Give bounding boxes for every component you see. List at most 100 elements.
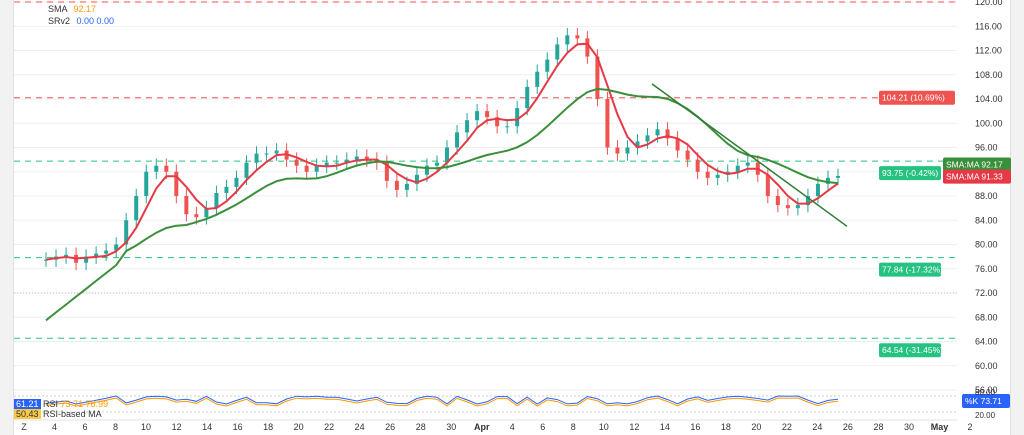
candle-body[interactable] <box>785 205 790 209</box>
legend-srv2-values: 0.00 0.00 <box>76 16 115 26</box>
candle-body[interactable] <box>174 171 179 196</box>
osc-level-label: 80.00 <box>975 388 996 397</box>
candle-body[interactable] <box>234 177 239 187</box>
candle-body[interactable] <box>685 150 690 160</box>
candle-body[interactable] <box>735 165 740 172</box>
legend-srv2-row[interactable]: SRv2 0.00 0.00 <box>48 15 114 27</box>
candle-body[interactable] <box>495 117 500 127</box>
date-tick-label: 30 <box>446 422 456 432</box>
candle-body[interactable] <box>445 147 450 163</box>
candle-body[interactable] <box>695 159 700 172</box>
candle-body[interactable] <box>795 205 800 209</box>
legend-sma-row[interactable]: SMA 92.17 <box>48 3 114 15</box>
candle-body[interactable] <box>224 186 229 193</box>
candle-body[interactable] <box>765 174 770 196</box>
candle-body[interactable] <box>505 126 510 128</box>
candle-body[interactable] <box>485 111 490 118</box>
candle-body[interactable] <box>525 86 530 109</box>
candle-body[interactable] <box>294 159 299 166</box>
candle-body[interactable] <box>836 175 840 178</box>
date-tick-label: 16 <box>233 422 243 432</box>
oscillator-row-2[interactable]: 50.43 RSI-based MA <box>14 409 108 419</box>
price-tick-label: 96.00 <box>975 143 998 153</box>
candle-body[interactable] <box>334 162 339 164</box>
candle-body[interactable] <box>434 162 439 166</box>
candle-body[interactable] <box>615 147 620 154</box>
trend-line[interactable] <box>651 83 848 227</box>
candle-body[interactable] <box>404 183 409 190</box>
candle-body[interactable] <box>645 135 650 142</box>
candle-body[interactable] <box>475 111 480 121</box>
candle-body[interactable] <box>805 196 810 206</box>
candle-body[interactable] <box>555 44 560 60</box>
candle-body[interactable] <box>655 129 660 136</box>
candle-body[interactable] <box>465 120 470 133</box>
oscillator-row-1[interactable]: 61.21 RSI 73.71 76.99 <box>14 399 108 409</box>
level-current-label-bg <box>879 166 941 181</box>
candle-body[interactable] <box>204 208 209 218</box>
candle-body[interactable] <box>264 153 269 155</box>
candle-body[interactable] <box>344 159 349 163</box>
candle-body[interactable] <box>394 180 399 190</box>
date-tick-label: 22 <box>782 422 792 432</box>
price-tick-label: 100.00 <box>975 118 1003 128</box>
candle-body[interactable] <box>815 183 820 196</box>
candle-body[interactable] <box>455 132 460 148</box>
candle-body[interactable] <box>184 196 189 215</box>
candle-body[interactable] <box>535 71 540 87</box>
candle-body[interactable] <box>715 174 720 178</box>
candle-body[interactable] <box>314 165 319 172</box>
candle-body[interactable] <box>44 259 48 261</box>
candle-body[interactable] <box>595 56 600 99</box>
date-tick-label: 2 <box>967 422 972 432</box>
candle-body[interactable] <box>364 156 369 160</box>
candle-body[interactable] <box>565 35 570 45</box>
candle-body[interactable] <box>825 177 830 184</box>
candle-body[interactable] <box>94 253 99 257</box>
candle-body[interactable] <box>124 220 129 245</box>
candle-body[interactable] <box>154 165 159 172</box>
candle-body[interactable] <box>194 214 199 218</box>
candle-body[interactable] <box>705 171 710 178</box>
candle-body[interactable] <box>64 254 69 257</box>
candle-body[interactable] <box>104 250 109 254</box>
candle-body[interactable] <box>254 153 259 163</box>
price-tick-label: 120.00 <box>975 0 1003 7</box>
candle-body[interactable] <box>384 162 389 181</box>
candle-body[interactable] <box>424 165 429 175</box>
candle-body[interactable] <box>515 108 520 127</box>
candle-body[interactable] <box>625 147 630 154</box>
level-mid-label: 77.84 (-17.32%) <box>882 265 943 275</box>
candle-body[interactable] <box>665 129 670 139</box>
osc-k-label: %K 73.71 <box>965 396 1002 406</box>
candle-body[interactable] <box>324 162 329 166</box>
candle-body[interactable] <box>675 138 680 151</box>
candle-body[interactable] <box>575 35 580 39</box>
candle-body[interactable] <box>354 156 359 160</box>
candle-body[interactable] <box>414 174 419 184</box>
sma-ma-2-label: SMA:MA 91.33 <box>946 172 1003 182</box>
candle-body[interactable] <box>134 196 139 221</box>
candle-body[interactable] <box>745 162 750 166</box>
date-tick-label: 8 <box>113 422 118 432</box>
candle-body[interactable] <box>244 162 249 178</box>
candle-body[interactable] <box>775 196 780 206</box>
candle-body[interactable] <box>274 150 279 154</box>
candle-body[interactable] <box>585 38 590 57</box>
candle-body[interactable] <box>84 256 89 263</box>
candle-body[interactable] <box>114 244 119 251</box>
candle-body[interactable] <box>304 165 309 172</box>
date-tick-label: Apr <box>474 422 490 432</box>
candle-body[interactable] <box>635 141 640 148</box>
candle-body[interactable] <box>605 99 610 148</box>
date-tick-label: 8 <box>571 422 576 432</box>
price-tick-label: 76.00 <box>975 264 998 274</box>
fast-ma-line <box>45 42 839 261</box>
candle-body[interactable] <box>545 59 550 72</box>
candle-body[interactable] <box>214 192 219 209</box>
date-tick-label: 28 <box>416 422 426 432</box>
candle-body[interactable] <box>144 171 149 196</box>
candle-body[interactable] <box>164 165 169 172</box>
